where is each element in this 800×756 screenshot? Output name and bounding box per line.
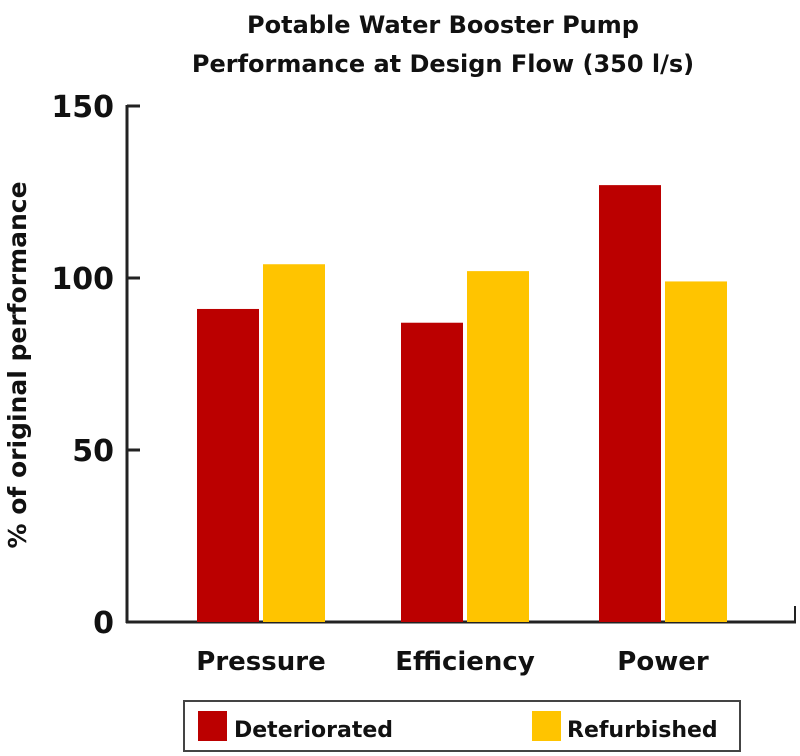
y-tick-label: 150 xyxy=(51,90,114,125)
legend-swatch-refurbished xyxy=(532,711,561,741)
y-tick-label: 50 xyxy=(72,434,114,469)
x-category-label: Efficiency xyxy=(395,647,535,677)
bar-refurbished-power xyxy=(665,281,727,622)
bar-deteriorated-power xyxy=(599,185,661,622)
x-category-label: Pressure xyxy=(196,647,325,677)
legend-label-refurbished: Refurbished xyxy=(567,718,718,743)
legend-swatch-deteriorated xyxy=(198,711,227,741)
y-axis-label: % of original performance xyxy=(3,181,32,548)
legend-box xyxy=(183,700,741,752)
legend-label-deteriorated: Deteriorated xyxy=(234,718,393,743)
legend: Deteriorated Refurbished xyxy=(183,700,741,752)
x-category-label: Power xyxy=(617,647,709,677)
chart-title-line-1: Potable Water Booster Pump xyxy=(247,11,639,39)
y-tick-label: 100 xyxy=(51,262,114,297)
y-tick-label: 0 xyxy=(93,606,114,641)
chart-title-line-2: Performance at Design Flow (350 l/s) xyxy=(192,50,694,78)
bar-deteriorated-pressure xyxy=(197,308,259,622)
bar-refurbished-efficiency xyxy=(467,271,529,622)
bar-deteriorated-efficiency xyxy=(401,322,463,622)
bar-refurbished-pressure xyxy=(263,264,325,622)
